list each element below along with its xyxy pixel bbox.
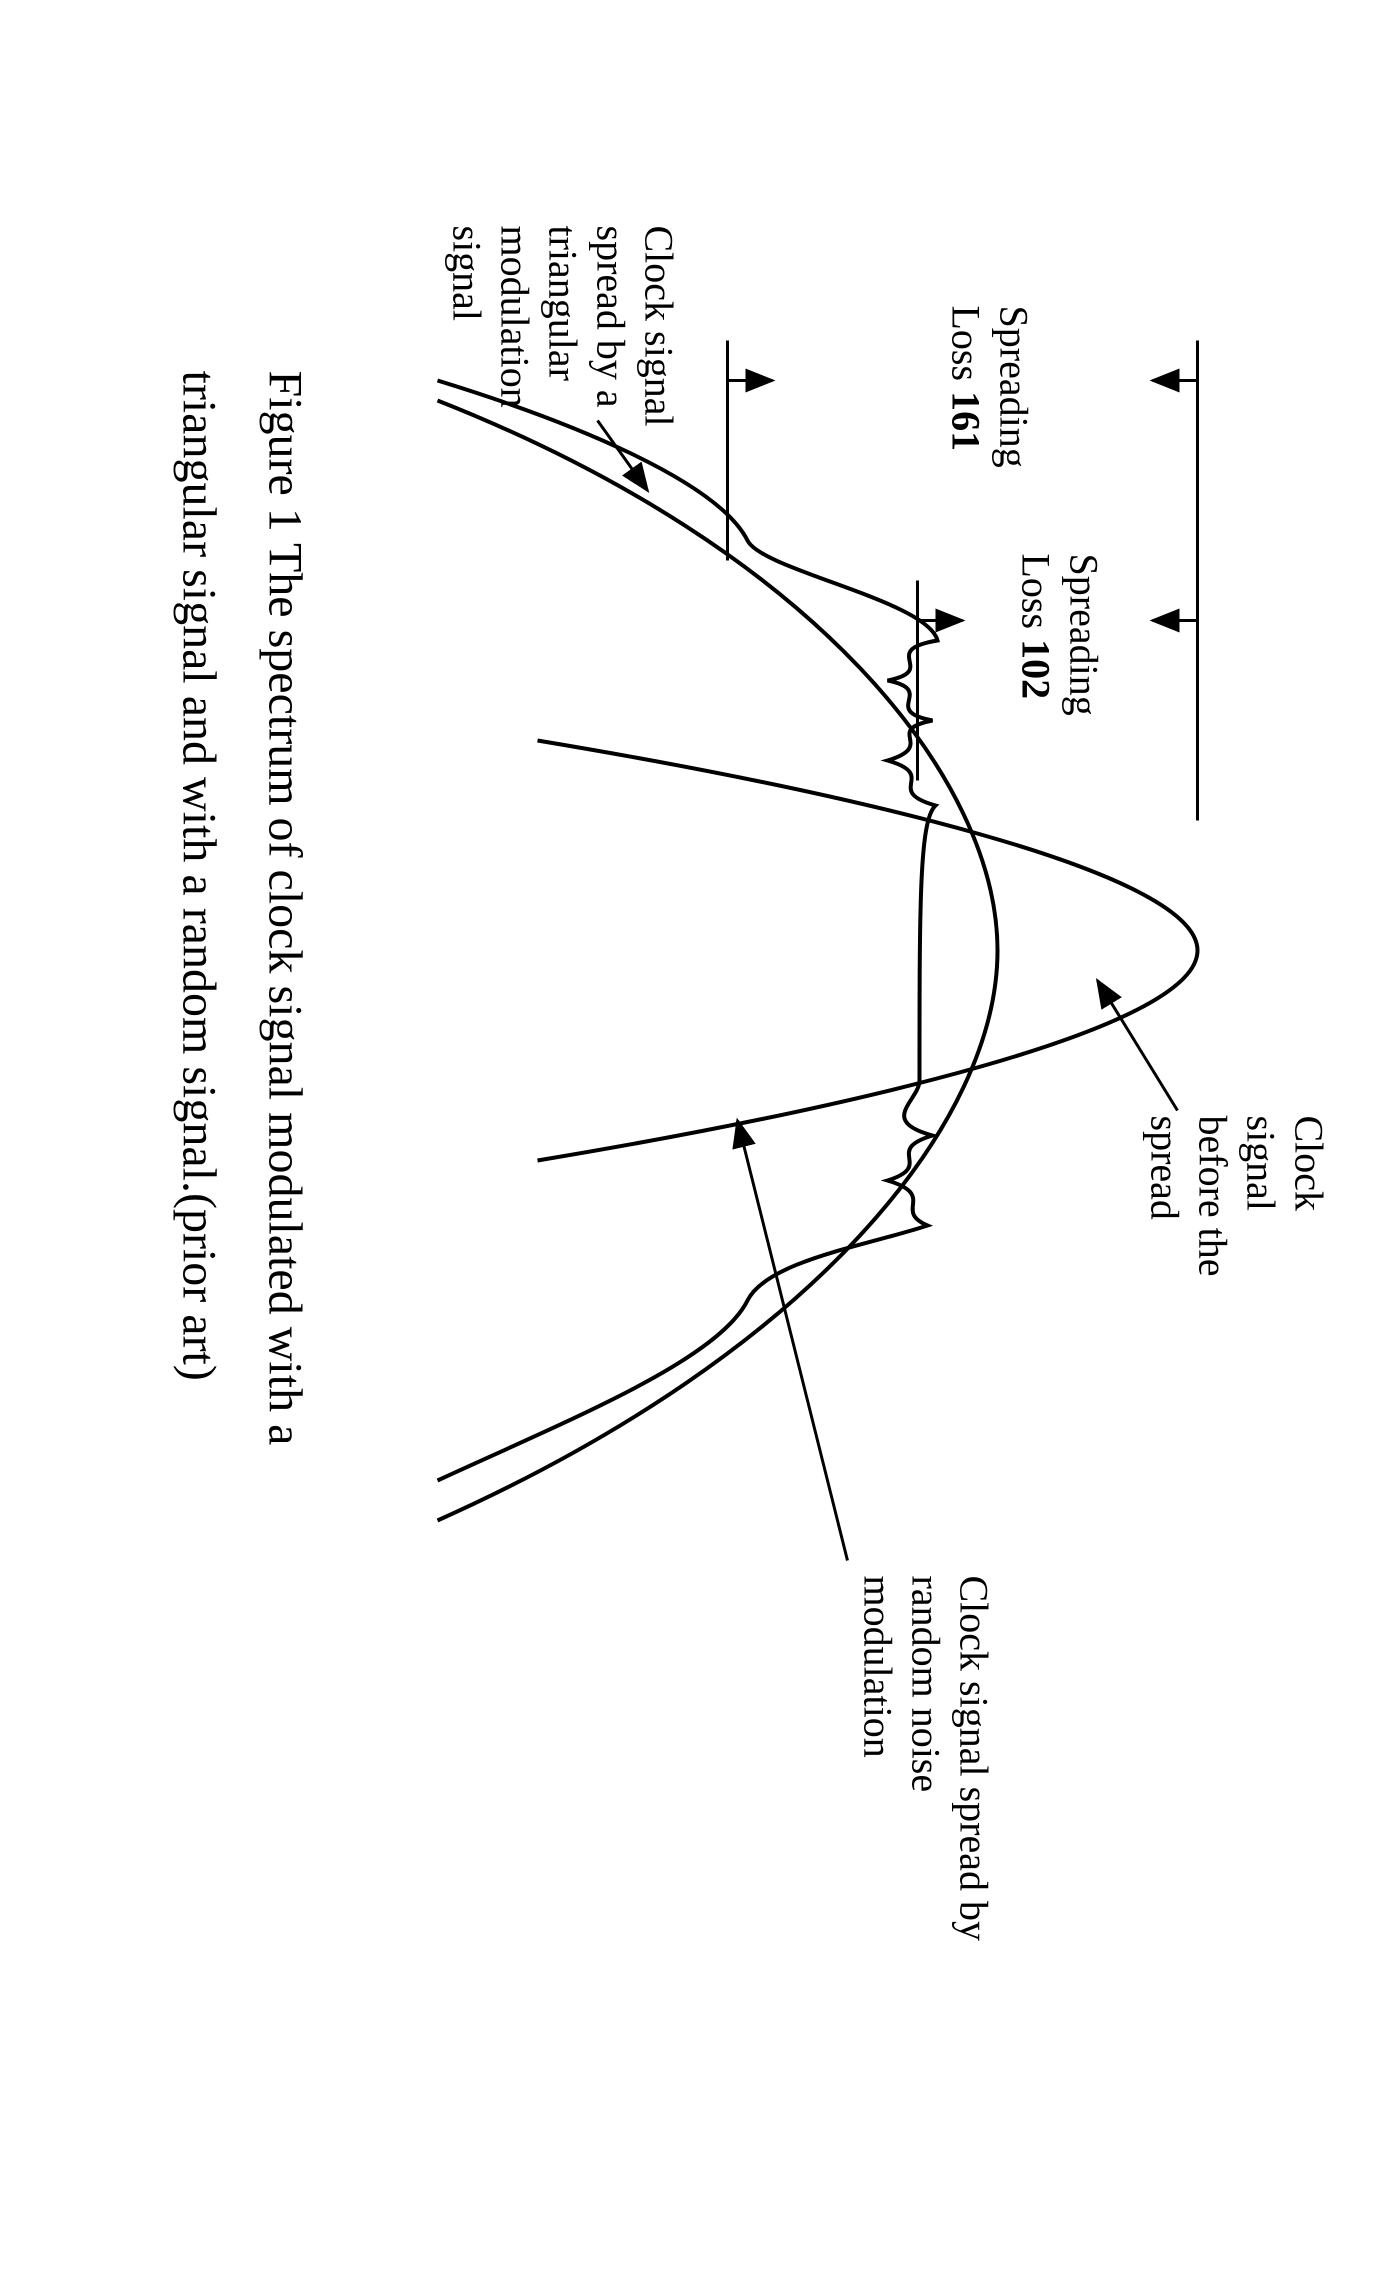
figure-caption-line1: Figure 1 The spectrum of clock signal mo…: [258, 370, 311, 1445]
pointer-random-noise: [737, 1120, 847, 1560]
label-clock-triangular-line2: spread by a: [588, 225, 633, 407]
label-spreading-loss-102-line1: Spreading: [1061, 553, 1106, 715]
figure-caption: Figure 1 The spectrum of clock signal mo…: [154, 370, 327, 1445]
rotated-page: Spreading Loss 161 Spreading Loss 102 Cl…: [0, 0, 1387, 2271]
label-clock-random-line3: modulation: [855, 1575, 900, 1757]
figure-caption-line2: triangular signal and with a random sign…: [172, 370, 225, 1380]
label-clock-before-line2: signal: [1238, 1115, 1283, 1211]
label-clock-before-line4: spread: [1142, 1115, 1187, 1219]
label-spreading-loss-161-line1: Spreading: [991, 305, 1036, 467]
curve-triangular-spread: [437, 380, 937, 1480]
label-spreading-loss-102: Spreading Loss 102: [1011, 553, 1107, 715]
label-spreading-loss-102-line2-prefix: Loss: [1013, 553, 1058, 639]
label-clock-before-line1: Clock: [1286, 1115, 1331, 1211]
curve-random-noise: [437, 400, 997, 1520]
label-clock-random-line2: random noise: [903, 1575, 948, 1792]
pointer-clock-before: [1097, 980, 1177, 1110]
label-clock-before: Clock signal before the spread: [1140, 1115, 1332, 1276]
label-clock-triangular: Clock signal spread by a triangular modu…: [442, 225, 682, 426]
figure-area: Spreading Loss 161 Spreading Loss 102 Cl…: [0, 0, 1387, 2271]
label-clock-before-line3: before the: [1190, 1115, 1235, 1276]
curve-unspread-peak: [537, 740, 1197, 1160]
label-clock-triangular-line3: triangular: [540, 225, 585, 381]
label-clock-random: Clock signal spread by random noise modu…: [853, 1575, 997, 1941]
label-clock-triangular-line1: Clock signal: [636, 225, 681, 426]
label-spreading-loss-161-line2-bold: 161: [943, 391, 988, 451]
label-clock-triangular-line4: modulation: [492, 225, 537, 407]
label-clock-random-line1: Clock signal spread by: [951, 1575, 996, 1941]
label-spreading-loss-161-line2-prefix: Loss: [943, 305, 988, 391]
label-clock-triangular-line5: signal: [444, 225, 489, 321]
label-spreading-loss-161: Spreading Loss 161: [941, 305, 1037, 467]
label-spreading-loss-102-line2-bold: 102: [1013, 639, 1058, 699]
